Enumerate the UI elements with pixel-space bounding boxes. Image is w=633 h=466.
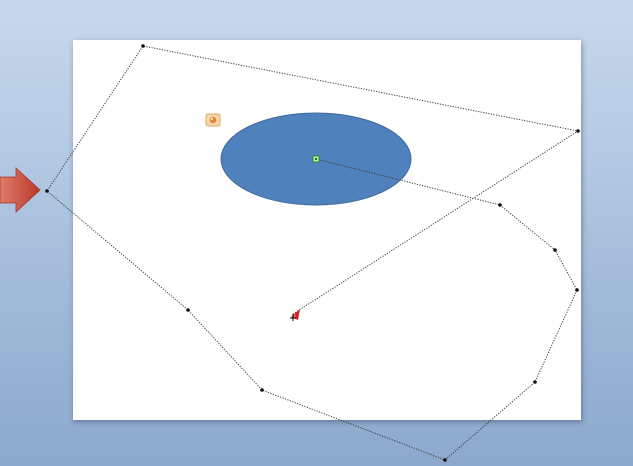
animation-effect-icon[interactable] (205, 113, 221, 127)
path-vertex[interactable] (576, 129, 580, 133)
path-vertex[interactable] (533, 380, 537, 384)
motion-path-end-marker[interactable] (290, 309, 300, 321)
path-vertex[interactable] (186, 308, 190, 312)
red-arrow-icon (0, 167, 41, 213)
path-vertex[interactable] (141, 44, 145, 48)
path-vertex[interactable] (498, 203, 502, 207)
path-vertex[interactable] (45, 189, 49, 193)
motion-path-line[interactable] (46, 45, 580, 461)
path-vertex[interactable] (443, 458, 447, 462)
motion-path-start-marker[interactable] (312, 155, 320, 163)
slide-canvas[interactable] (73, 40, 581, 420)
path-vertex[interactable] (575, 288, 579, 292)
path-vertex[interactable] (553, 248, 557, 252)
path-vertex[interactable] (260, 388, 264, 392)
motion-path-vertices (45, 44, 580, 462)
